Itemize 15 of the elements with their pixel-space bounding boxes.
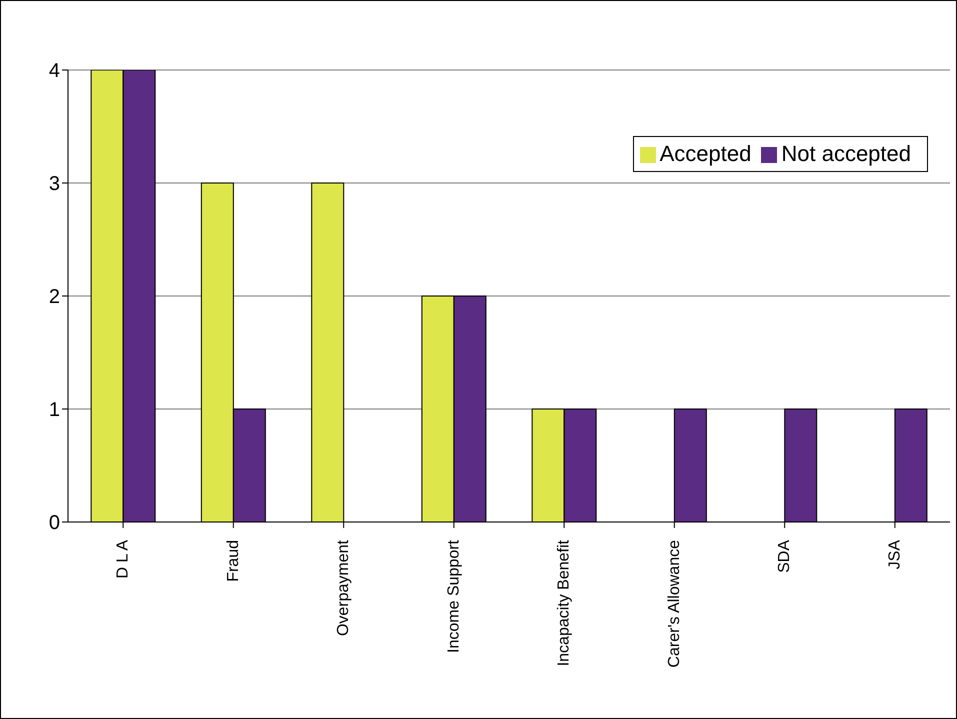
y-tick-label: 1 bbox=[48, 399, 60, 422]
legend-label: Accepted bbox=[660, 141, 752, 166]
x-tick-label: Income Support bbox=[445, 539, 462, 653]
y-tick-label: 2 bbox=[48, 286, 60, 308]
x-tick-label: JSA bbox=[886, 540, 904, 570]
x-tick-label: D L A bbox=[114, 540, 132, 579]
x-tick-label: SDA bbox=[776, 540, 794, 573]
legend-label: Not accepted bbox=[781, 141, 911, 166]
y-tick-label: 3 bbox=[48, 173, 60, 196]
y-tick-label: 0 bbox=[48, 512, 60, 534]
x-tick-label: Fraud bbox=[224, 540, 242, 582]
y-tick-label: 4 bbox=[48, 60, 60, 82]
x-tick-label: Incapacity Benefit bbox=[556, 539, 573, 666]
x-tick-label: Overpayment bbox=[335, 539, 352, 636]
x-tick-label: Carer's Allowance bbox=[666, 540, 683, 668]
